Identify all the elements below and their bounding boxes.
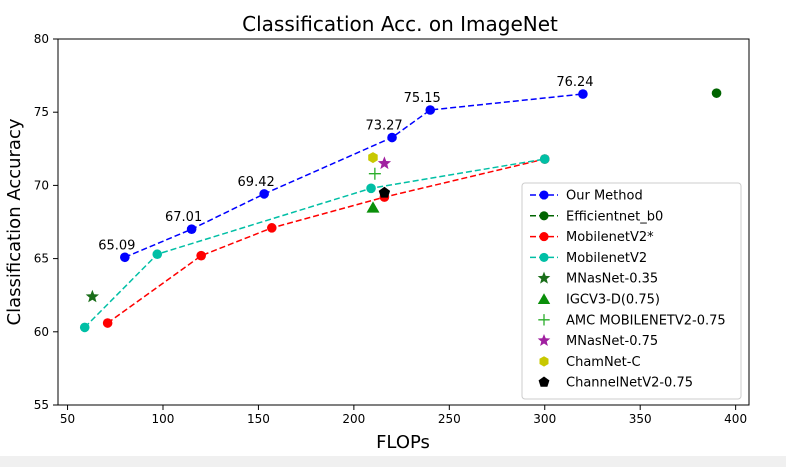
data-point	[711, 88, 722, 98]
legend-marker	[539, 211, 549, 221]
x-axis-ticks: 50 100 150 200 250 300 350 400	[60, 405, 747, 426]
y-tick-label: 65	[34, 252, 49, 266]
series-amc-mobilenetv2-0-75	[368, 167, 381, 180]
series-line	[124, 93, 583, 258]
legend-label: Efficientnet_b0	[566, 209, 663, 224]
legend-marker	[537, 334, 551, 346]
x-tick-label: 100	[152, 412, 175, 426]
series-mnasnet-0-75	[377, 156, 392, 170]
legend-item: Our Method	[530, 189, 643, 204]
x-tick-label: 400	[724, 412, 747, 426]
y-tick-label: 70	[34, 178, 49, 192]
data-point	[120, 252, 130, 263]
data-label: 76.24	[556, 75, 593, 90]
data-point	[377, 156, 392, 170]
legend-label: MobilenetV2	[566, 251, 647, 266]
series-igcv3-d-0-75	[366, 201, 380, 213]
data-point	[368, 167, 381, 180]
data-point	[378, 186, 391, 198]
series-mobilenetv2	[79, 154, 550, 333]
legend-label: MNasNet-0.35	[566, 272, 658, 287]
legend-item: MobilenetV2	[530, 251, 647, 266]
data-label: 69.42	[238, 175, 275, 190]
x-tick-label: 50	[60, 412, 75, 426]
series-mnasnet-0-35	[85, 289, 99, 303]
data-point	[152, 249, 163, 260]
legend-label: MNasNet-0.75	[566, 334, 658, 349]
y-tick-label: 75	[34, 105, 49, 119]
legend-label: MobilenetV2*	[566, 230, 654, 245]
legend-item: MobilenetV2*	[530, 230, 654, 245]
legend-item: ChamNet-C	[539, 355, 641, 370]
x-tick-label: 250	[438, 412, 461, 426]
legend-item: ChannelNetV2-0.75	[538, 376, 693, 391]
chart-title: Classification Acc. on ImageNet	[242, 12, 558, 36]
legend-item: MNasNet-0.75	[537, 334, 658, 349]
legend-marker	[539, 252, 549, 262]
data-point	[578, 89, 588, 99]
legend-marker	[539, 356, 549, 367]
y-axis-label: Classification Accuracy	[4, 118, 25, 325]
legend-marker	[538, 376, 550, 387]
series-channelnetv2-0-75	[378, 186, 391, 198]
legend-label: ChamNet-C	[566, 355, 641, 370]
x-tick-label: 300	[533, 412, 556, 426]
y-tick-label: 60	[34, 325, 49, 339]
data-label: 73.27	[365, 119, 402, 134]
series-chamnet-c	[368, 152, 378, 164]
legend-label: Our Method	[566, 189, 643, 204]
series-efficientnet-b0	[711, 88, 722, 98]
legend-item: MNasNet-0.35	[537, 271, 658, 287]
data-point	[259, 189, 269, 199]
legend-item: AMC MOBILENETV2-0.75	[538, 313, 726, 328]
bottom-strip	[0, 456, 786, 467]
legend-item: Efficientnet_b0	[530, 209, 663, 224]
data-point	[368, 152, 378, 164]
legend-label: IGCV3-D(0.75)	[566, 293, 660, 308]
data-point	[196, 250, 206, 261]
data-point	[85, 289, 99, 303]
legend: Our Method Efficientnet_b0 MobilenetV2* Mob…	[521, 182, 742, 400]
legend-box	[521, 182, 742, 400]
series-line	[84, 158, 545, 328]
y-tick-label: 80	[34, 32, 49, 46]
data-label: 65.09	[98, 238, 135, 253]
data-point	[387, 132, 397, 143]
data-point	[539, 154, 550, 164]
x-tick-label: 150	[247, 412, 270, 426]
legend-item: IGCV3-D(0.75)	[537, 293, 660, 308]
legend-label: ChannelNetV2-0.75	[566, 376, 693, 391]
x-tick-label: 200	[342, 412, 365, 426]
data-point	[425, 105, 436, 115]
x-axis-label: FLOPs	[376, 432, 430, 453]
legend-label: AMC MOBILENETV2-0.75	[566, 313, 726, 328]
data-point	[102, 318, 113, 328]
legend-marker	[539, 232, 549, 242]
legend-marker	[537, 271, 551, 284]
y-axis-ticks: 55 60 65 70 75 80	[34, 32, 58, 412]
data-label: 75.15	[404, 91, 441, 106]
data-point	[186, 224, 197, 234]
y-tick-label: 55	[34, 398, 49, 412]
legend-marker	[538, 314, 550, 326]
data-point	[366, 201, 380, 213]
legend-marker	[539, 190, 549, 200]
data-point	[266, 223, 277, 233]
data-label: 67.01	[165, 210, 202, 225]
x-tick-label: 350	[629, 412, 652, 426]
legend-marker	[537, 293, 551, 304]
data-point	[366, 183, 376, 194]
data-point	[79, 322, 90, 333]
